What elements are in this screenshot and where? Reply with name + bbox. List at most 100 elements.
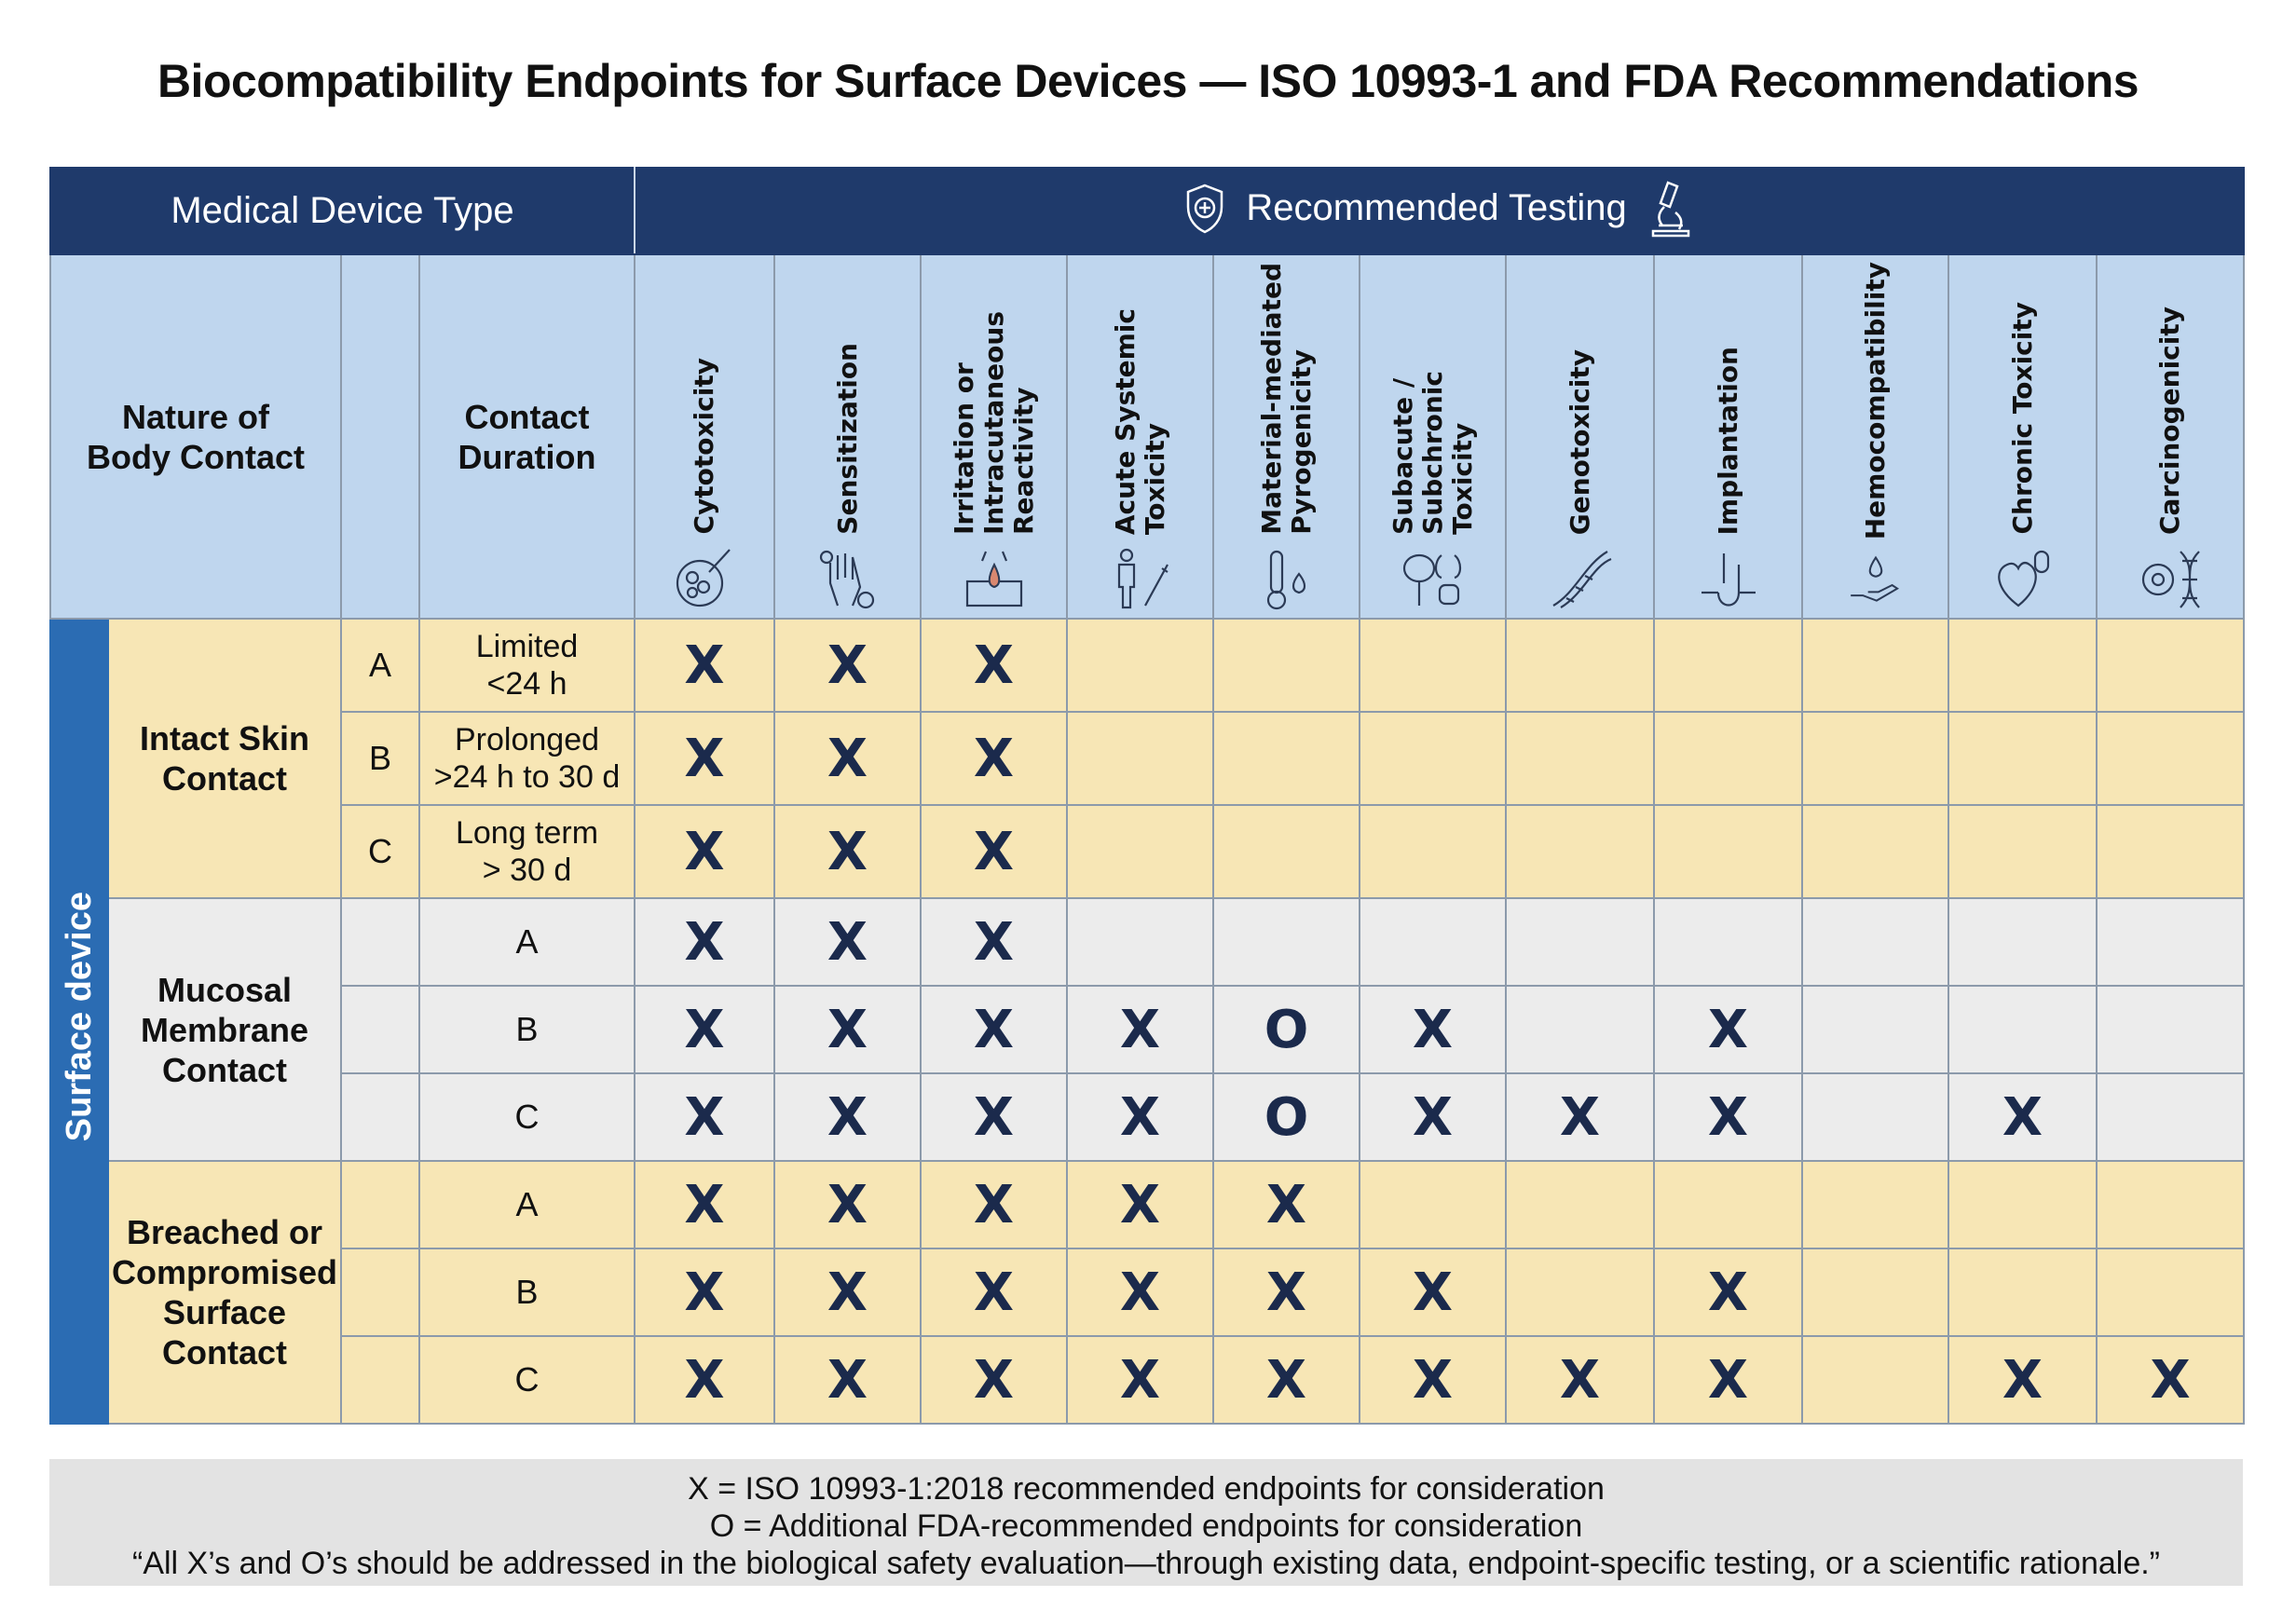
endpoint-mark: X [634, 985, 776, 1074]
header-band: Medical Device Type Recommended Testing [48, 167, 2246, 255]
endpoint-mark [1653, 618, 1804, 713]
test-label: Acute Systemic Toxicity [1109, 307, 1170, 535]
endpoint-mark: X [634, 1335, 776, 1425]
recommended-testing-label: Recommended Testing [1246, 187, 1627, 228]
endpoint-mark: X [920, 1072, 1069, 1162]
nature-header: Nature of Body Contact [49, 253, 342, 620]
endpoint-mark [1505, 711, 1656, 806]
endpoint-mark [1212, 897, 1361, 987]
legend-note: “All X’s and O’s should be addressed in … [132, 1546, 2160, 1581]
endpoint-mark: X [1653, 1335, 1804, 1425]
endpoint-mark [1505, 1248, 1656, 1337]
nature-of-contact: Mucosal Membrane Contact [107, 897, 342, 1162]
endpoint-mark [1505, 897, 1656, 987]
endpoint-mark: X [1653, 985, 1804, 1074]
endpoint-mark: X [773, 1248, 922, 1337]
category-letter [340, 1335, 420, 1425]
endpoint-mark [1212, 711, 1361, 806]
endpoint-mark [1359, 897, 1508, 987]
endpoint-mark [1359, 804, 1508, 899]
endpoint-mark: X [920, 1248, 1069, 1337]
test-label: Implantation [1712, 346, 1743, 536]
test-header-sensitization: Sensitization [773, 253, 922, 620]
endpoint-mark: X [634, 1072, 776, 1162]
endpoint-mark [1505, 985, 1656, 1074]
endpoint-mark: X [1212, 1248, 1361, 1337]
endpoint-mark: X [773, 1335, 922, 1425]
shield-cross-icon [1187, 184, 1223, 233]
endpoint-mark [1801, 618, 1950, 713]
endpoint-mark [1948, 1160, 2098, 1249]
body-syringe-icon [1117, 548, 1168, 609]
endpoint-mark [1801, 711, 1950, 806]
endpoint-mark [1801, 1335, 1950, 1425]
test-header-genotoxicity: Genotoxicity [1505, 253, 1656, 620]
endpoint-mark [1066, 804, 1215, 899]
test-header-irritation-or-intracutaneous-reactivity: Irritation or Intracutaneous Reactivity [920, 253, 1069, 620]
endpoint-mark: O [1212, 985, 1361, 1074]
endpoint-mark: X [773, 618, 922, 713]
nature-of-contact: Intact Skin Contact [107, 618, 342, 899]
endpoint-mark: X [634, 1248, 776, 1337]
endpoint-mark [2096, 711, 2246, 806]
endpoint-mark: X [1066, 1335, 1215, 1425]
legend-x: X = ISO 10993-1:2018 recommended endpoin… [688, 1471, 1605, 1507]
test-label: Carcinogenicity [2154, 306, 2186, 535]
endpoint-mark [1948, 711, 2098, 806]
category-label: Surface device [49, 618, 109, 1425]
endpoint-mark: X [1359, 1248, 1508, 1337]
page-title: Biocompatibility Endpoints for Surface D… [157, 55, 2139, 107]
category-letter: C [340, 804, 420, 899]
endpoint-mark [1505, 804, 1656, 899]
endpoint-mark [1359, 711, 1508, 806]
endpoint-mark: X [1505, 1072, 1656, 1162]
organs-icon [1402, 553, 1461, 606]
cancer-cell-dna-icon [2141, 551, 2200, 608]
test-label: Sensitization [831, 343, 863, 535]
endpoint-mark [2096, 1072, 2246, 1162]
endpoint-mark: O [1212, 1072, 1361, 1162]
column-header-row: Nature of Body Contact Contact Duration … [49, 253, 2246, 620]
endpoint-mark: X [773, 985, 922, 1074]
endpoint-mark [1653, 804, 1804, 899]
endpoint-mark [1948, 897, 2098, 987]
test-header-hemocompatibility: Hemocompatibility [1801, 253, 1950, 620]
endpoint-mark: X [773, 711, 922, 806]
category-letter: A [340, 618, 420, 713]
endpoint-mark: X [1505, 1335, 1656, 1425]
test-label: Genotoxicity [1564, 348, 1595, 535]
category-letter [340, 1072, 420, 1162]
category-letter [340, 1160, 420, 1249]
endpoint-mark [1212, 618, 1361, 713]
duration-header: Contact Duration [417, 253, 636, 620]
endpoint-mark: X [773, 1160, 922, 1249]
contact-duration: C [417, 1335, 636, 1425]
endpoint-mark: X [1359, 1335, 1508, 1425]
contact-duration: A [417, 1160, 636, 1249]
endpoint-mark: X [1359, 1072, 1508, 1162]
nature-of-contact: Breached or Compromised Surface Contact [107, 1160, 342, 1425]
contact-duration: Limited <24 h [417, 618, 636, 713]
endpoint-mark [1948, 1248, 2098, 1337]
endpoint-mark [1505, 618, 1656, 713]
endpoint-mark: X [1212, 1160, 1361, 1249]
endpoint-mark: X [634, 618, 776, 713]
endpoint-mark: X [1066, 1072, 1215, 1162]
test-label: Irritation or Intracutaneous Reactivity [948, 310, 1039, 535]
endpoint-mark: X [634, 897, 776, 987]
test-label: Cytotoxicity [689, 358, 720, 535]
implant-icon [1701, 553, 1756, 607]
endpoint-mark: X [773, 1072, 922, 1162]
category-text: Surface device [59, 891, 99, 1142]
endpoint-mark: X [1653, 1072, 1804, 1162]
endpoint-mark: X [920, 618, 1069, 713]
endpoint-mark [2096, 1160, 2246, 1249]
endpoint-mark [1948, 804, 2098, 899]
endpoint-mark [1801, 1248, 1950, 1337]
endpoint-mark [1359, 1160, 1508, 1249]
test-header-cytotoxicity: Cytotoxicity [634, 253, 776, 620]
endpoint-mark: X [920, 985, 1069, 1074]
